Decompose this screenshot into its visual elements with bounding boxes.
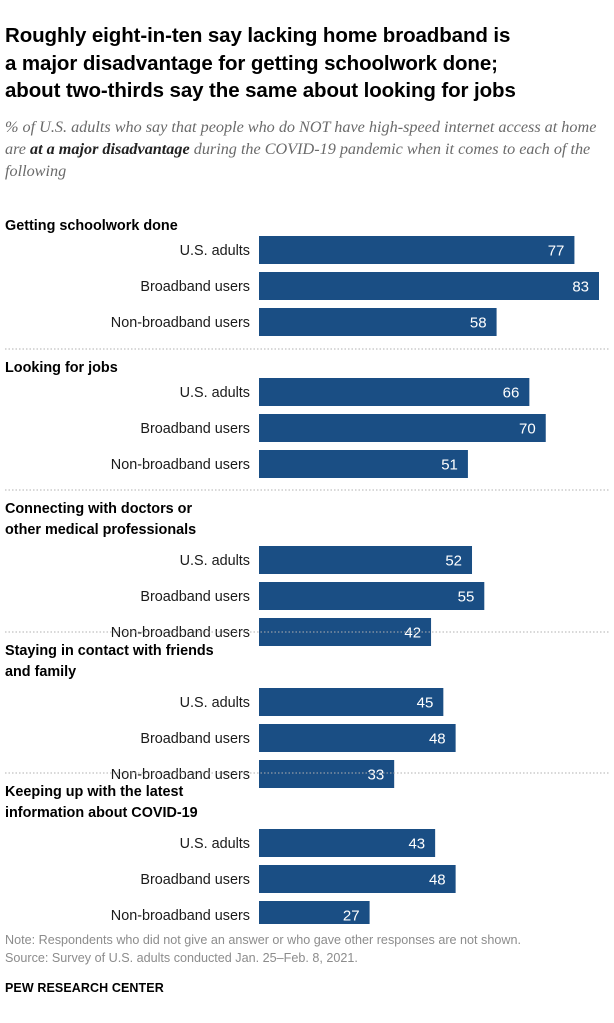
bar (259, 236, 575, 264)
source-text: Source: Survey of U.S. adults conducted … (5, 951, 358, 965)
chart-title-line-2: a major disadvantage for getting schoolw… (5, 51, 498, 75)
bar (259, 865, 456, 893)
data-label: 70 (519, 421, 536, 438)
category-label: Broadband users (140, 589, 250, 605)
bar (259, 582, 485, 610)
chart-title-line-1: Roughly eight-in-ten say lacking home br… (5, 24, 511, 47)
group-label: Looking for jobs (5, 360, 118, 376)
chart-title-line-3: about two-thirds say the same about look… (5, 79, 516, 102)
bar (259, 724, 456, 752)
subtitle-text-2: during the COVID-19 pandemic when it com… (5, 140, 591, 180)
category-label: U.S. adults (180, 553, 250, 569)
bar (259, 688, 444, 716)
data-label: 83 (572, 279, 589, 296)
category-label: U.S. adults (180, 385, 250, 401)
data-label: 45 (417, 695, 434, 712)
bar (259, 414, 546, 442)
data-label: 42 (404, 625, 421, 642)
category-label: Non-broadband users (111, 625, 250, 641)
category-label: Non-broadband users (111, 457, 250, 473)
subtitle-text-1: % of U.S. adults who say that people who… (5, 118, 597, 158)
category-label: Broadband users (140, 279, 250, 295)
group-label: and family (5, 664, 76, 680)
bar (259, 546, 473, 574)
data-label: 43 (408, 836, 425, 853)
category-label: Broadband users (140, 421, 250, 437)
data-label: 33 (367, 767, 384, 784)
data-label: 27 (343, 908, 360, 925)
category-label: Broadband users (140, 731, 250, 747)
data-label: 48 (429, 872, 446, 889)
category-label: Non-broadband users (111, 315, 250, 331)
bar (259, 901, 370, 924)
group-label: information about COVID-19 (5, 805, 198, 821)
category-label: Non-broadband users (111, 767, 250, 783)
group-label: Connecting with doctors or (5, 501, 192, 517)
data-label: 77 (548, 243, 565, 260)
publisher-logo-text: PEW RESEARCH CENTER (5, 981, 164, 995)
bar (259, 272, 599, 300)
bar (259, 450, 468, 478)
group-label: other medical professionals (5, 522, 196, 538)
data-label: 66 (503, 385, 520, 402)
bar (259, 378, 530, 406)
bar (259, 829, 436, 857)
data-label: 58 (470, 315, 487, 332)
bar (259, 308, 497, 336)
data-label: 55 (458, 589, 475, 606)
chart-title: Roughly eight-in-ten say lacking home br… (5, 22, 609, 105)
bar (259, 760, 395, 788)
category-label: U.S. adults (180, 243, 250, 259)
data-label: 51 (441, 457, 458, 474)
group-label: Staying in contact with friends (5, 643, 214, 659)
group-label: Getting schoolwork done (5, 218, 178, 234)
data-label: 48 (429, 731, 446, 748)
category-label: U.S. adults (180, 695, 250, 711)
category-label: U.S. adults (180, 836, 250, 852)
category-label: Non-broadband users (111, 908, 250, 924)
group-label: Keeping up with the latest (5, 784, 184, 800)
chart-notes: Note: Respondents who did not give an an… (5, 931, 611, 967)
note-text: Note: Respondents who did not give an an… (5, 933, 521, 947)
data-label: 52 (445, 553, 462, 570)
subtitle-emphasis: at a major disadvantage (30, 140, 190, 158)
category-label: Broadband users (140, 872, 250, 888)
chart-subtitle: % of U.S. adults who say that people who… (5, 116, 605, 182)
